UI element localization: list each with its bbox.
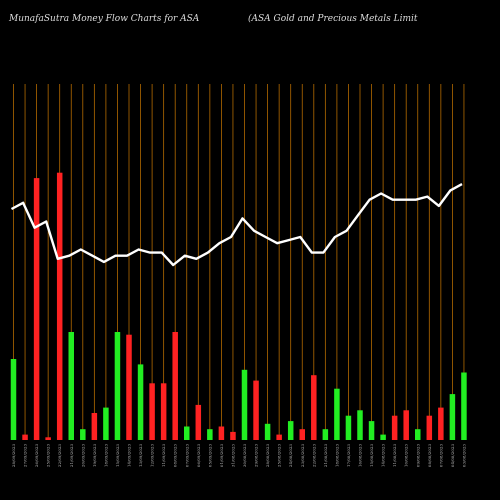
- grid-lines: [13, 84, 465, 440]
- bar-down: [33, 178, 40, 440]
- x-tick-label: 18/08/2023: [334, 444, 339, 468]
- bar-up: [241, 369, 248, 440]
- x-tick-label: 05/09/2023: [207, 444, 212, 468]
- bar-down: [91, 413, 98, 440]
- bar-down: [195, 404, 202, 440]
- bar-down: [311, 375, 317, 440]
- x-tick-label: 25/09/2023: [46, 444, 51, 468]
- bar-up: [449, 394, 456, 440]
- x-tick-label: 24/08/2023: [288, 444, 293, 468]
- x-tick-label: 06/09/2023: [196, 444, 201, 468]
- bar-up: [357, 410, 363, 440]
- bar-down: [438, 407, 444, 440]
- bar-up: [415, 429, 421, 440]
- bar-up: [80, 429, 86, 440]
- x-tick-label: 30/08/2023: [242, 444, 247, 468]
- x-tick-label: 20/09/2023: [80, 444, 85, 468]
- x-tick-label: 15/08/2023: [369, 444, 374, 468]
- x-tick-label: 18/09/2023: [103, 444, 108, 468]
- bar-up: [264, 423, 271, 440]
- chart-title: MunafaSutra Money Flow Charts for ASA: [9, 14, 200, 24]
- x-tick-label: 07/09/2023: [184, 444, 189, 468]
- bar-up: [461, 372, 467, 440]
- x-tick-label: 17/08/2023: [346, 444, 351, 468]
- x-tick-label: 10/08/2023: [404, 444, 409, 468]
- bar-up: [137, 364, 144, 440]
- bar-up: [345, 415, 352, 440]
- bar-up: [114, 332, 121, 440]
- x-tick-labels: 28/09/2023 27/09/2023 26/09/2023 25/09/2023…: [11, 444, 466, 468]
- x-tick-label: 28/08/2023: [265, 444, 270, 468]
- money-flow-line: [10, 183, 463, 267]
- bar-down: [218, 426, 225, 440]
- x-tick-label: 11/08/2023: [392, 444, 397, 468]
- x-tick-label: 27/09/2023: [23, 444, 28, 468]
- bar-down: [403, 410, 409, 440]
- x-tick-label: 26/09/2023: [34, 444, 39, 468]
- bar-down: [45, 437, 51, 440]
- chart-subtitle: (ASA Gold and Precious Metals Limit: [248, 14, 418, 24]
- bar-up: [334, 388, 340, 440]
- bar-up: [103, 407, 109, 440]
- x-tick-label: 12/09/2023: [150, 444, 155, 468]
- x-tick-label: 15/09/2023: [115, 444, 120, 468]
- x-tick-label: 01/09/2023: [219, 444, 224, 468]
- x-tick-label: 07/08/2023: [438, 444, 443, 468]
- x-tick-label: 29/08/2023: [254, 444, 259, 468]
- bar-up: [380, 434, 386, 440]
- x-tick-label: 11/09/2023: [161, 444, 166, 468]
- x-tick-label: 22/09/2023: [57, 444, 62, 468]
- x-tick-label: 08/08/2023: [427, 444, 432, 468]
- x-tick-label: 31/08/2023: [230, 444, 235, 468]
- x-tick-label: 25/08/2023: [277, 444, 282, 468]
- x-tick-label: 04/08/2023: [450, 444, 455, 468]
- bar-down: [299, 429, 305, 440]
- x-tick-label: 08/09/2023: [173, 444, 178, 468]
- x-tick-label: 16/08/2023: [358, 444, 363, 468]
- bar-down: [230, 431, 236, 440]
- x-tick-label: 13/09/2023: [138, 444, 143, 468]
- bar-up: [10, 359, 17, 440]
- bar-up: [368, 421, 375, 440]
- x-tick-label: 14/08/2023: [381, 444, 386, 468]
- bar-down: [22, 434, 28, 440]
- bar-down: [149, 383, 155, 440]
- x-tick-label: 14/09/2023: [127, 444, 132, 468]
- x-tick-label: 19/09/2023: [92, 444, 97, 468]
- bar-down: [172, 332, 178, 440]
- x-tick-label: 28/09/2023: [11, 444, 16, 468]
- bar-up: [207, 429, 213, 440]
- x-tick-label: 21/09/2023: [69, 444, 74, 468]
- x-tick-label: 21/08/2023: [323, 444, 328, 468]
- x-tick-label: 09/08/2023: [415, 444, 420, 468]
- bar-up: [322, 429, 329, 440]
- bar-up: [184, 426, 190, 440]
- bar-down: [126, 334, 132, 440]
- bar-down: [56, 172, 63, 440]
- x-tick-label: 03/08/2023: [461, 444, 466, 468]
- bar-down: [276, 434, 282, 440]
- bar-down: [253, 380, 259, 440]
- x-tick-label: 22/08/2023: [311, 444, 316, 468]
- bar-down: [160, 383, 167, 440]
- bars-group: [10, 172, 467, 440]
- bar-up: [287, 421, 294, 440]
- x-tick-label: 23/08/2023: [300, 444, 305, 468]
- bar-up: [68, 332, 74, 440]
- bar-down: [391, 415, 398, 440]
- bar-down: [426, 415, 433, 440]
